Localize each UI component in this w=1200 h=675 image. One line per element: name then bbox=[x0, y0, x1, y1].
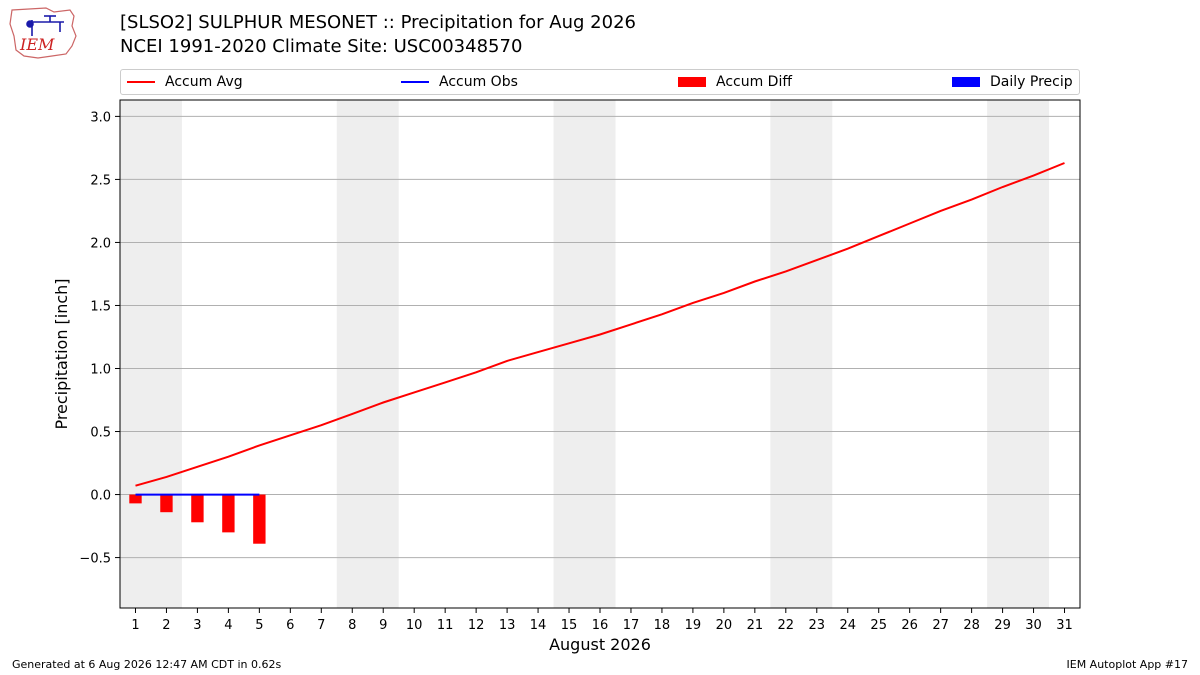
x-axis-label: August 2026 bbox=[549, 635, 651, 654]
y-tick-label: 2.5 bbox=[90, 173, 111, 188]
legend-swatch-daily-precip bbox=[952, 77, 980, 87]
bars bbox=[129, 494, 266, 544]
y-axis-label: Precipitation [inch] bbox=[52, 278, 71, 429]
x-tick-label: 19 bbox=[685, 618, 702, 633]
x-tick-label: 22 bbox=[778, 618, 795, 633]
x-tick-label: 1 bbox=[131, 618, 139, 633]
weather-station-icon bbox=[26, 15, 64, 36]
chart-subtitle: NCEI 1991-2020 Climate Site: USC00348570 bbox=[120, 36, 523, 57]
chart-legend: Accum Avg Accum Obs Accum Diff Daily Pre… bbox=[120, 69, 1080, 95]
bar-accum-diff bbox=[222, 494, 235, 533]
weekend-span bbox=[553, 100, 616, 608]
x-tick-label: 30 bbox=[1025, 618, 1042, 633]
x-tick-label: 27 bbox=[932, 618, 949, 633]
x-tick-label: 6 bbox=[286, 618, 294, 633]
legend-label: Daily Precip bbox=[990, 74, 1073, 90]
legend-swatch-accum-obs bbox=[401, 81, 429, 83]
weekend-span bbox=[770, 100, 833, 608]
x-tick-label: 21 bbox=[747, 618, 764, 633]
weekend-span bbox=[120, 100, 182, 608]
x-tick-label: 23 bbox=[809, 618, 826, 633]
x-tick-label: 2 bbox=[162, 618, 170, 633]
x-tick-label: 13 bbox=[499, 618, 516, 633]
x-tick-label: 8 bbox=[348, 618, 356, 633]
x-tick-label: 11 bbox=[437, 618, 454, 633]
x-tick-label: 24 bbox=[839, 618, 856, 633]
legend-label: Accum Avg bbox=[165, 74, 243, 90]
legend-item-accum-diff: Accum Diff bbox=[678, 70, 792, 94]
y-tick-label: 2.0 bbox=[90, 236, 111, 251]
x-tick-label: 26 bbox=[901, 618, 918, 633]
x-tick-label: 3 bbox=[193, 618, 201, 633]
x-tick-label: 25 bbox=[870, 618, 887, 633]
legend-item-accum-obs: Accum Obs bbox=[401, 70, 518, 94]
x-tick-label: 17 bbox=[623, 618, 640, 633]
generated-timestamp: Generated at 6 Aug 2026 12:47 AM CDT in … bbox=[12, 658, 282, 671]
x-tick-label: 31 bbox=[1056, 618, 1073, 633]
x-tick-label: 5 bbox=[255, 618, 263, 633]
x-tick-label: 12 bbox=[468, 618, 485, 633]
legend-label: Accum Obs bbox=[439, 74, 518, 90]
bar-accum-diff bbox=[129, 494, 142, 504]
y-tick-label: 3.0 bbox=[90, 110, 111, 125]
y-tick-label: 1.5 bbox=[90, 299, 111, 314]
x-tick-label: 15 bbox=[561, 618, 578, 633]
x-tick-label: 29 bbox=[994, 618, 1011, 633]
x-tick-label: 18 bbox=[654, 618, 671, 633]
x-tick-label: 10 bbox=[406, 618, 423, 633]
x-tick-label: 14 bbox=[530, 618, 547, 633]
legend-item-daily-precip: Daily Precip bbox=[952, 70, 1073, 94]
bar-accum-diff bbox=[191, 494, 204, 523]
bar-accum-diff bbox=[253, 494, 266, 544]
y-tick-label: 1.0 bbox=[90, 362, 111, 377]
series-line-accum-avg bbox=[135, 162, 1065, 487]
iem-logo: IEM bbox=[9, 7, 77, 59]
axes: −0.50.00.51.01.52.02.53.01 2 3 4 5 6 7 8 9 10 11 12… bbox=[79, 110, 1072, 633]
x-tick-label: 9 bbox=[379, 618, 387, 633]
x-tick-label: 16 bbox=[592, 618, 609, 633]
y-tick-label: 0.5 bbox=[90, 426, 111, 441]
bar-accum-diff bbox=[160, 494, 173, 513]
y-tick-label: −0.5 bbox=[79, 552, 111, 567]
gridlines bbox=[120, 115, 1080, 559]
x-tick-label: 28 bbox=[963, 618, 980, 633]
legend-swatch-accum-diff bbox=[678, 77, 706, 87]
weekend-span bbox=[336, 100, 399, 608]
app-credit: IEM Autoplot App #17 bbox=[1066, 658, 1189, 671]
legend-item-accum-avg: Accum Avg bbox=[127, 70, 243, 94]
series-lines bbox=[135, 162, 1065, 496]
legend-swatch-accum-avg bbox=[127, 81, 155, 83]
weekend-span bbox=[987, 100, 1050, 608]
x-tick-label: 20 bbox=[716, 618, 733, 633]
logo-text: IEM bbox=[19, 35, 55, 54]
legend-label: Accum Diff bbox=[716, 74, 793, 90]
weekend-shading bbox=[120, 100, 1050, 608]
chart-title: [SLSO2] SULPHUR MESONET :: Precipitation… bbox=[120, 12, 636, 33]
x-tick-label: 4 bbox=[224, 618, 232, 633]
y-tick-label: 0.0 bbox=[90, 489, 111, 504]
x-tick-label: 7 bbox=[317, 618, 325, 633]
